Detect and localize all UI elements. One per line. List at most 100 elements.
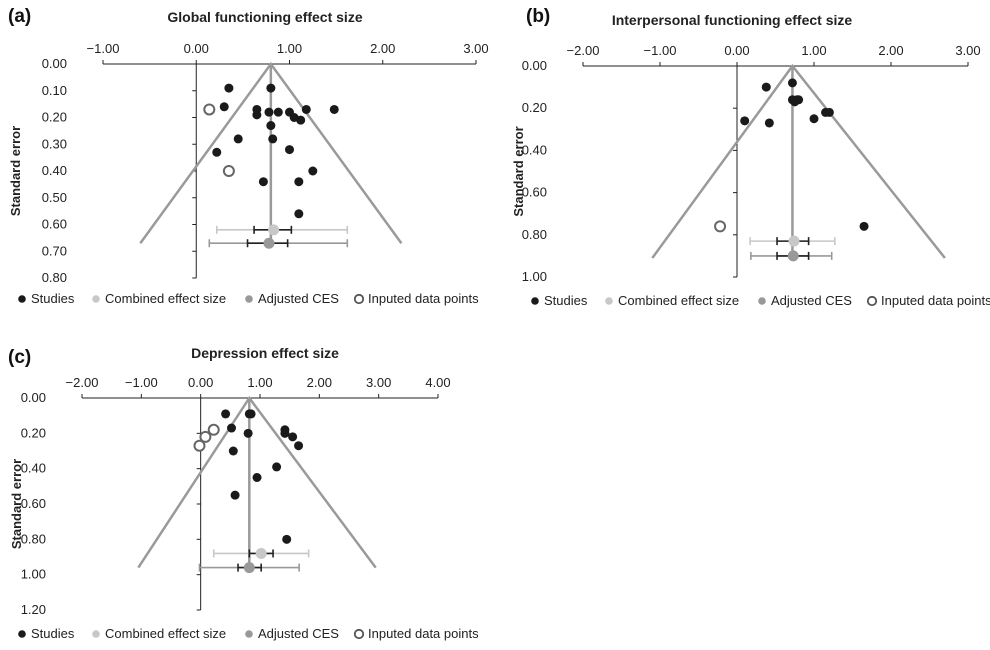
study-point [285, 145, 294, 155]
y-tick-label: 0.40 [522, 142, 547, 157]
study-point [228, 446, 238, 456]
study-point [243, 428, 253, 438]
legend-entry: Adjusted CES [258, 291, 339, 306]
panel-label: (c) [8, 347, 31, 368]
study-point [264, 107, 274, 117]
legend-entry: Studies [31, 626, 75, 641]
study-point [219, 102, 229, 112]
x-tick-label: 3.00 [955, 43, 980, 58]
y-tick-label: 1.20 [21, 602, 46, 617]
x-tick-label: 2.00 [307, 375, 332, 390]
y-tick-label: 0.00 [522, 58, 547, 73]
chart-title: Global functioning effect size [167, 9, 362, 25]
legend-entry: Inputed data points [368, 626, 479, 641]
study-point [273, 107, 283, 117]
x-tick-label: −1.00 [644, 43, 677, 58]
panel-3: (c) Depression effect size −2.00 −1.00 0.00 1… [8, 345, 479, 641]
x-tick-label: 3.00 [366, 375, 391, 390]
legend-marker [92, 630, 100, 638]
y-tick-label: 0.20 [522, 100, 547, 115]
y-tick-label: 1.00 [522, 269, 547, 284]
x-tick-label: 1.00 [801, 43, 826, 58]
imputed-point [207, 423, 220, 436]
study-point [221, 409, 231, 419]
study-point [224, 83, 234, 93]
y-tick-label: 0.70 [42, 243, 67, 258]
study-point [230, 490, 240, 500]
combined-effect-size-point [255, 547, 267, 559]
legend-marker [353, 293, 365, 305]
x-tick-label: −1.00 [87, 41, 120, 56]
legend-marker [18, 295, 26, 303]
y-tick-label: 1.00 [21, 567, 46, 582]
study-point [233, 134, 243, 144]
study-point [761, 82, 771, 92]
legend-marker [353, 628, 365, 640]
y-axis-title: Standard error [511, 126, 526, 216]
y-tick-label: 0.30 [42, 136, 67, 151]
y-tick-label: 0.10 [42, 83, 67, 98]
x-tick-label: 2.00 [370, 41, 395, 56]
legend-marker [245, 630, 253, 638]
study-point [268, 134, 278, 144]
study-point [266, 121, 276, 131]
y-tick-label: 0.80 [21, 531, 46, 546]
study-point [294, 209, 304, 219]
y-tick-label: 0.60 [522, 185, 547, 200]
imputed-point [222, 165, 235, 177]
legend-entry: Adjusted CES [771, 293, 852, 308]
x-tick-label: 0.00 [724, 43, 749, 58]
legend-entry: Adjusted CES [258, 626, 339, 641]
legend-entry: Combined effect size [618, 293, 739, 308]
y-axis-title: Standard error [8, 126, 23, 216]
legend-entry: Inputed data points [368, 291, 479, 306]
study-point [227, 423, 237, 433]
y-tick-label: 0.40 [42, 163, 67, 178]
imputed-point [203, 103, 216, 116]
study-point [272, 462, 282, 472]
panel-label: (b) [526, 6, 550, 27]
imputed-point [193, 439, 206, 452]
x-tick-label: 1.00 [247, 375, 272, 390]
legend-marker [758, 297, 766, 305]
study-point [212, 147, 222, 157]
legend-marker [92, 295, 100, 303]
legend-marker [866, 295, 878, 307]
legend-marker [18, 630, 26, 638]
x-tick-label: 4.00 [425, 375, 450, 390]
legend-marker [605, 297, 613, 305]
y-tick-label: 0.80 [522, 227, 547, 242]
study-point [764, 118, 774, 128]
imputed-point [714, 220, 727, 233]
legend: Studies Combined effect size Adjusted CES I… [18, 291, 479, 306]
combined-effect-size-point [788, 235, 800, 247]
study-point [288, 432, 298, 442]
x-tick-label: 2.00 [878, 43, 903, 58]
study-point [258, 177, 268, 187]
funnel-lines [651, 63, 946, 259]
study-point [296, 115, 306, 125]
study-point [329, 104, 339, 114]
study-point [824, 107, 834, 117]
study-point [246, 409, 256, 419]
x-tick-label: −2.00 [66, 375, 99, 390]
y-tick-label: 0.80 [42, 270, 67, 285]
study-point [294, 177, 304, 187]
adjusted-ces-point [263, 237, 275, 249]
adjusted-ces-point [787, 250, 799, 262]
legend-entry: Inputed data points [881, 293, 990, 308]
imputed-point [199, 430, 212, 443]
panel-label: (a) [8, 6, 31, 27]
combined-effect-size-point [268, 224, 280, 236]
y-tick-label: 0.60 [42, 217, 67, 232]
legend-entry: Combined effect size [105, 291, 226, 306]
y-axis-title: Standard error [9, 459, 24, 549]
study-point [809, 114, 819, 124]
legend-entry: Combined effect size [105, 626, 226, 641]
legend: Studies Combined effect size Adjusted CES I… [18, 626, 479, 641]
x-tick-label: 3.00 [463, 41, 488, 56]
study-point [282, 534, 292, 544]
y-tick-label: 0.20 [42, 110, 67, 125]
study-point [301, 104, 311, 114]
study-point [294, 441, 304, 451]
